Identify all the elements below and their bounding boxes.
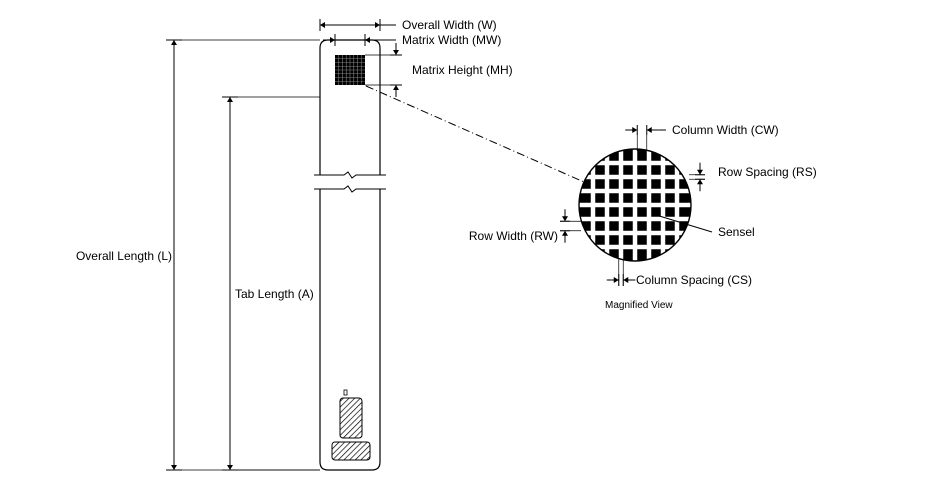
label-magnified-caption: Magnified View [605,300,673,311]
label-row-spacing: Row Spacing (RS) [718,165,817,179]
label-matrix-height: Matrix Height (MH) [412,63,513,77]
label-column-spacing: Column Spacing (CS) [636,273,752,287]
label-sensel: Sensel [718,225,755,239]
label-row-width: Row Width (RW) [469,229,558,243]
label-tab-length: Tab Length (A) [235,287,314,301]
label-column-width: Column Width (CW) [672,123,779,137]
label-matrix-width: Matrix Width (MW) [402,33,501,47]
label-overall-width: Overall Width (W) [402,18,497,32]
label-overall-length: Overall Length (L) [76,249,172,263]
